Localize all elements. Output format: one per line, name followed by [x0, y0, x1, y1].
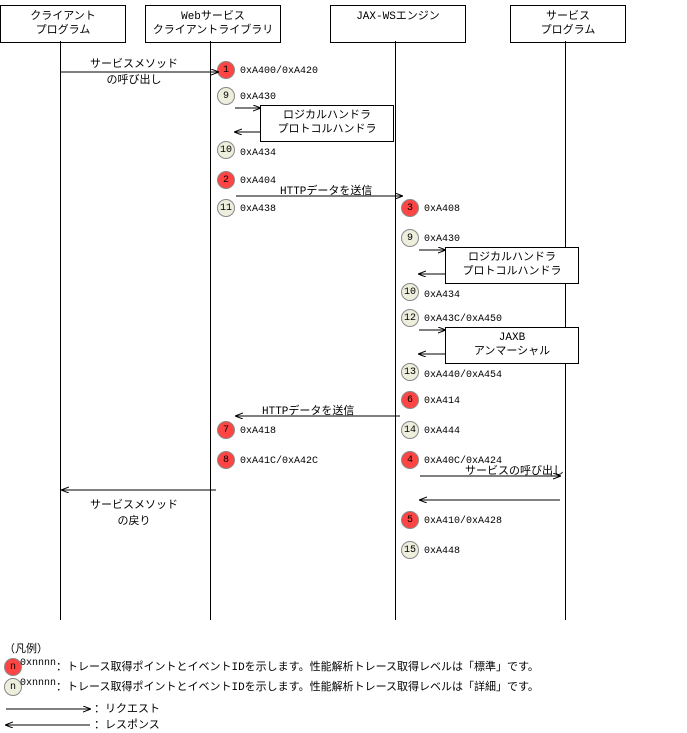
participant-header: クライアントプログラム: [0, 5, 126, 43]
event-id-label: 0xA418: [240, 426, 276, 437]
legend-desc: ：トレース取得ポイントとイベントIDを示します。性能解析トレース取得レベルは「詳…: [56, 682, 539, 694]
legend-id: 0xnnnn: [20, 658, 56, 669]
handler-box: ロジカルハンドラプロトコルハンドラ: [445, 247, 579, 284]
trace-point-marker: 7: [217, 421, 235, 439]
event-id-label: 0xA408: [424, 204, 460, 215]
trace-point-marker: 9: [401, 229, 419, 247]
trace-point-marker: 2: [217, 171, 235, 189]
legend-id: 0xnnnn: [20, 678, 56, 689]
trace-point-marker: 8: [217, 451, 235, 469]
lifeline: [60, 41, 61, 620]
trace-point-marker: 12: [401, 309, 419, 327]
event-id-label: 0xA430: [240, 92, 276, 103]
trace-point-marker: 4: [401, 451, 419, 469]
trace-point-marker: 6: [401, 391, 419, 409]
trace-point-marker: 15: [401, 541, 419, 559]
event-id-label: 0xA400/0xA420: [240, 66, 318, 77]
trace-point-marker: 1: [217, 61, 235, 79]
participant-header: サービスプログラム: [510, 5, 626, 43]
event-id-label: 0xA438: [240, 204, 276, 215]
legend-row: n0xnnnn：トレース取得ポイントとイベントIDを示します。性能解析トレース取…: [4, 678, 684, 696]
event-id-label: 0xA440/0xA454: [424, 370, 502, 381]
handler-box: ロジカルハンドラプロトコルハンドラ: [260, 105, 394, 142]
event-id-label: 0xA410/0xA428: [424, 516, 502, 527]
legend: （凡例） n0xnnnn：トレース取得ポイントとイベントIDを示します。性能解析ト…: [4, 640, 684, 732]
legend-response: ：レスポンス: [4, 716, 684, 732]
event-id-label: 0xA434: [424, 290, 460, 301]
trace-point-marker: 10: [401, 283, 419, 301]
participant-header: Webサービスクライアントライブラリ: [145, 5, 281, 43]
message-label: サービスメソッドの戻り: [90, 496, 178, 528]
legend-request: ：リクエスト: [4, 700, 684, 716]
event-id-label: 0xA430: [424, 234, 460, 245]
trace-point-marker: 13: [401, 363, 419, 381]
trace-point-marker: 9: [217, 87, 235, 105]
event-id-label: 0xA448: [424, 546, 460, 557]
event-id-label: 0xA414: [424, 396, 460, 407]
trace-point-marker: 3: [401, 199, 419, 217]
trace-point-marker: 5: [401, 511, 419, 529]
message-label: HTTPデータを送信: [280, 182, 372, 198]
legend-desc: ：トレース取得ポイントとイベントIDを示します。性能解析トレース取得レベルは「標…: [56, 662, 539, 674]
legend-row: n0xnnnn：トレース取得ポイントとイベントIDを示します。性能解析トレース取…: [4, 658, 684, 676]
event-id-label: 0xA434: [240, 148, 276, 159]
event-id-label: 0xA43C/0xA450: [424, 314, 502, 325]
message-label: サービスメソッドの呼び出し: [90, 55, 178, 87]
trace-point-marker: 11: [217, 199, 235, 217]
event-id-label: 0xA41C/0xA42C: [240, 456, 318, 467]
trace-point-marker: 10: [217, 141, 235, 159]
event-id-label: 0xA404: [240, 176, 276, 187]
event-id-label: 0xA444: [424, 426, 460, 437]
legend-title: （凡例）: [4, 640, 684, 656]
message-label: サービスの呼び出し: [465, 462, 564, 478]
trace-point-marker: 14: [401, 421, 419, 439]
lifeline: [395, 41, 396, 620]
participant-header: JAX-WSエンジン: [330, 5, 466, 43]
handler-box: JAXBアンマーシャル: [445, 327, 579, 364]
lifeline: [210, 41, 211, 620]
message-label: HTTPデータを送信: [262, 402, 354, 418]
